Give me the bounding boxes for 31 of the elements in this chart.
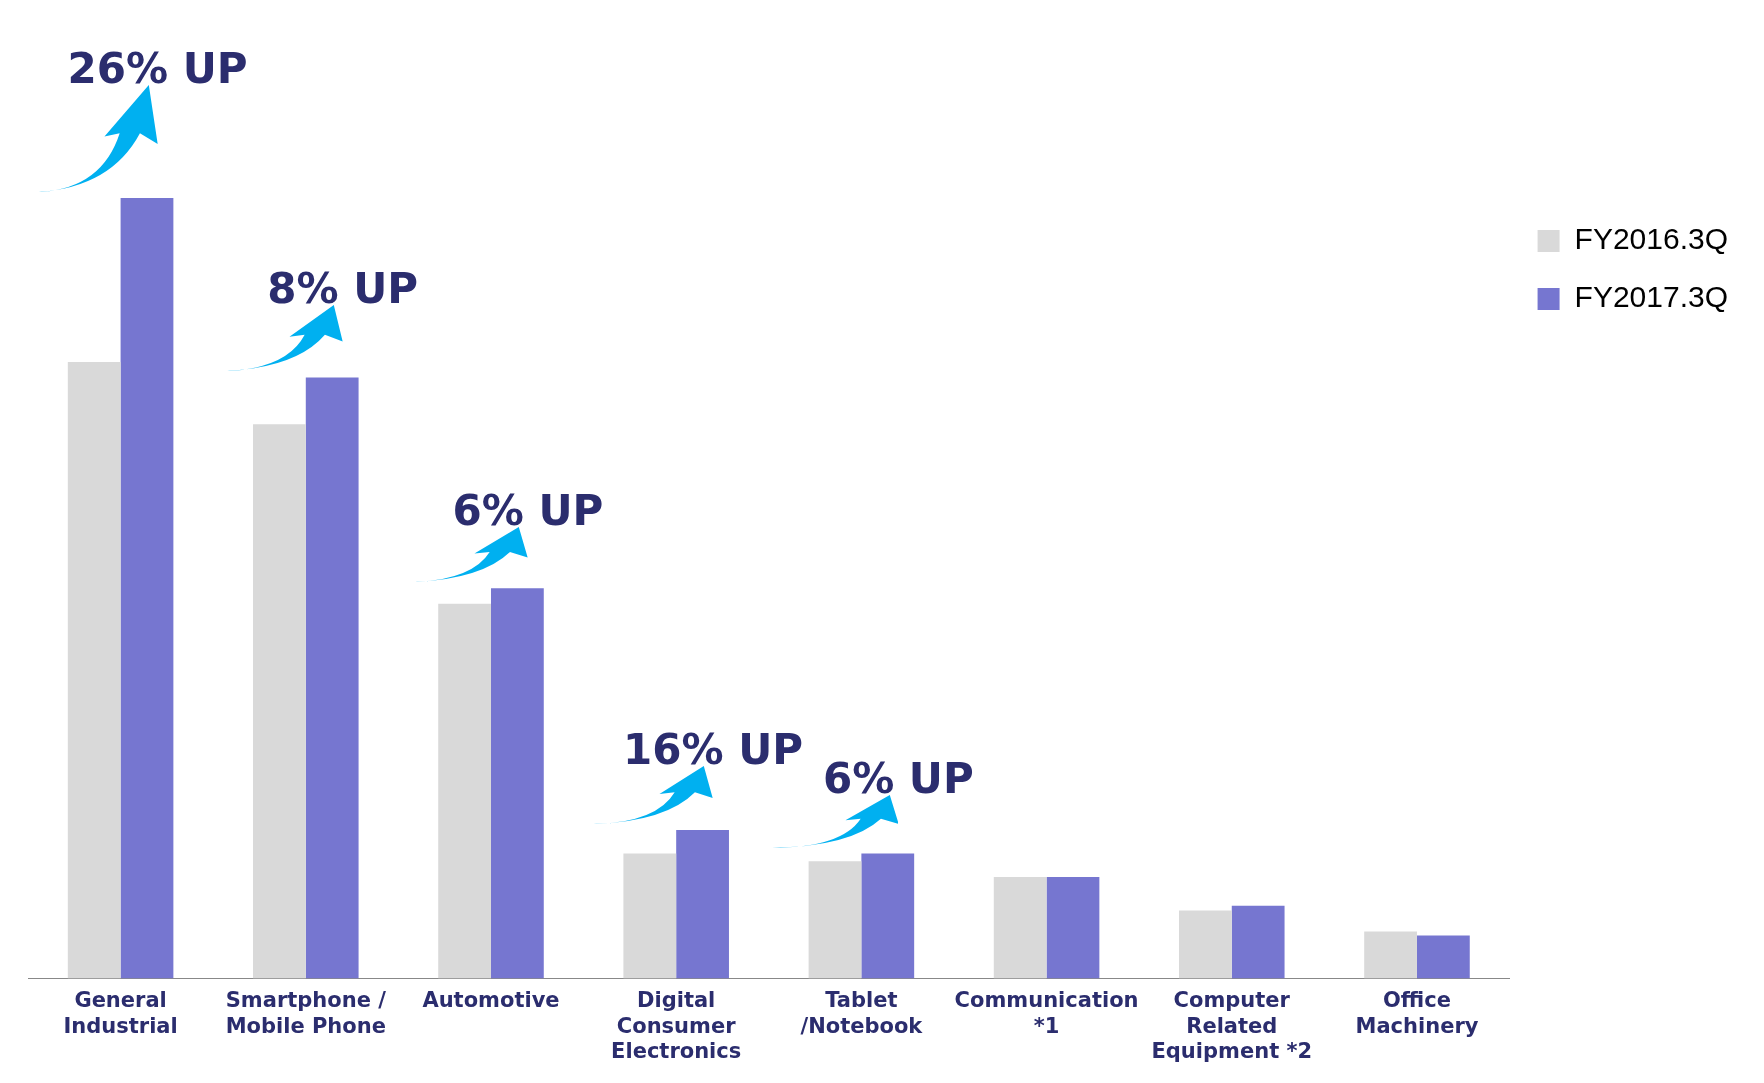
bar — [1046, 876, 1100, 979]
bar — [438, 603, 491, 979]
bar — [808, 861, 862, 979]
annotation: 8% UP — [267, 264, 419, 314]
bar — [993, 876, 1047, 979]
bar — [67, 361, 121, 979]
annotation: 6% UP — [822, 753, 974, 803]
bar — [253, 424, 306, 979]
bar — [305, 377, 359, 979]
bar — [490, 588, 544, 979]
bar — [861, 853, 915, 979]
bar — [676, 830, 729, 979]
x-tick-label: Automotive — [422, 988, 560, 1013]
bar — [1416, 935, 1470, 979]
x-tick-label: Computer Related Equipment *2 — [1151, 988, 1313, 1063]
bar — [623, 853, 677, 979]
annotation: 6% UP — [452, 485, 604, 535]
x-tick-label: Office Machinery — [1355, 988, 1479, 1038]
annotation: 16% UP — [623, 724, 804, 774]
x-tick-label: Communication *1 — [954, 988, 1139, 1038]
legend-label: FY2016.3Q — [1574, 222, 1729, 256]
bar — [1364, 931, 1417, 979]
bar — [120, 198, 174, 979]
bar — [1179, 910, 1232, 979]
annotation: 26% UP — [67, 43, 248, 93]
x-tick-label: Tablet /Notebook — [800, 988, 924, 1038]
x-tick-label: General Industrial — [63, 988, 178, 1038]
x-tick-label: Smartphone / Mobile Phone — [225, 988, 387, 1038]
x-tick-label: Digital Consumer Electronics — [611, 988, 742, 1063]
legend-label: FY2017.3Q — [1574, 280, 1729, 314]
bar — [1231, 905, 1285, 979]
